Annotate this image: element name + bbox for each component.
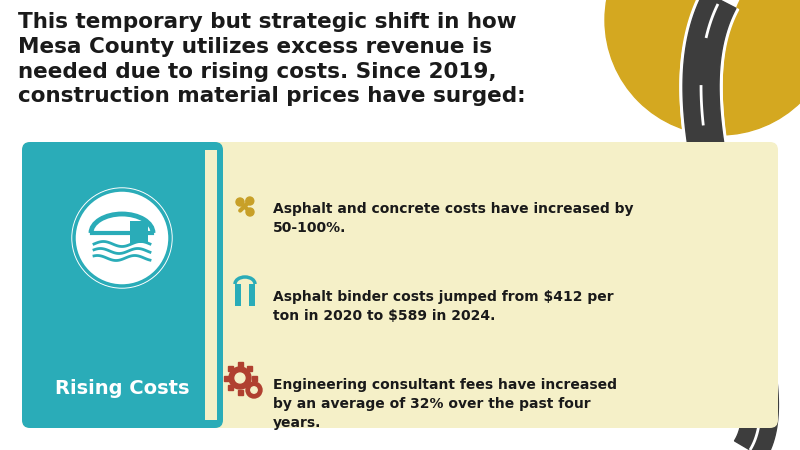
Bar bbox=[130, 221, 148, 243]
FancyBboxPatch shape bbox=[22, 142, 223, 428]
FancyBboxPatch shape bbox=[22, 142, 778, 428]
Circle shape bbox=[246, 208, 254, 216]
Bar bbox=[251, 375, 257, 381]
Circle shape bbox=[72, 188, 172, 288]
Circle shape bbox=[236, 198, 244, 206]
Text: Engineering consultant fees have increased
by an average of 32% over the past fo: Engineering consultant fees have increas… bbox=[273, 378, 617, 430]
Bar bbox=[228, 365, 233, 371]
Bar bbox=[238, 361, 242, 366]
Text: Rising Costs: Rising Costs bbox=[54, 379, 190, 398]
Circle shape bbox=[605, 0, 800, 135]
Text: Asphalt binder costs jumped from $412 per
ton in 2020 to $589 in 2024.: Asphalt binder costs jumped from $412 pe… bbox=[273, 290, 614, 323]
Bar bbox=[228, 385, 233, 391]
Text: This temporary but strategic shift in how
Mesa County utilizes excess revenue is: This temporary but strategic shift in ho… bbox=[18, 12, 526, 106]
Bar bbox=[249, 284, 255, 306]
Bar bbox=[238, 390, 242, 395]
Circle shape bbox=[229, 367, 251, 389]
Circle shape bbox=[246, 197, 254, 205]
Polygon shape bbox=[683, 0, 778, 450]
Polygon shape bbox=[680, 0, 782, 450]
Circle shape bbox=[235, 373, 245, 383]
Circle shape bbox=[251, 387, 258, 393]
Bar bbox=[247, 385, 252, 391]
Bar bbox=[247, 365, 252, 371]
Text: Asphalt and concrete costs have increased by
50-100%.: Asphalt and concrete costs have increase… bbox=[273, 202, 634, 235]
Bar bbox=[205, 150, 217, 420]
Bar bbox=[223, 375, 229, 381]
Circle shape bbox=[246, 382, 262, 398]
Bar bbox=[235, 284, 241, 306]
